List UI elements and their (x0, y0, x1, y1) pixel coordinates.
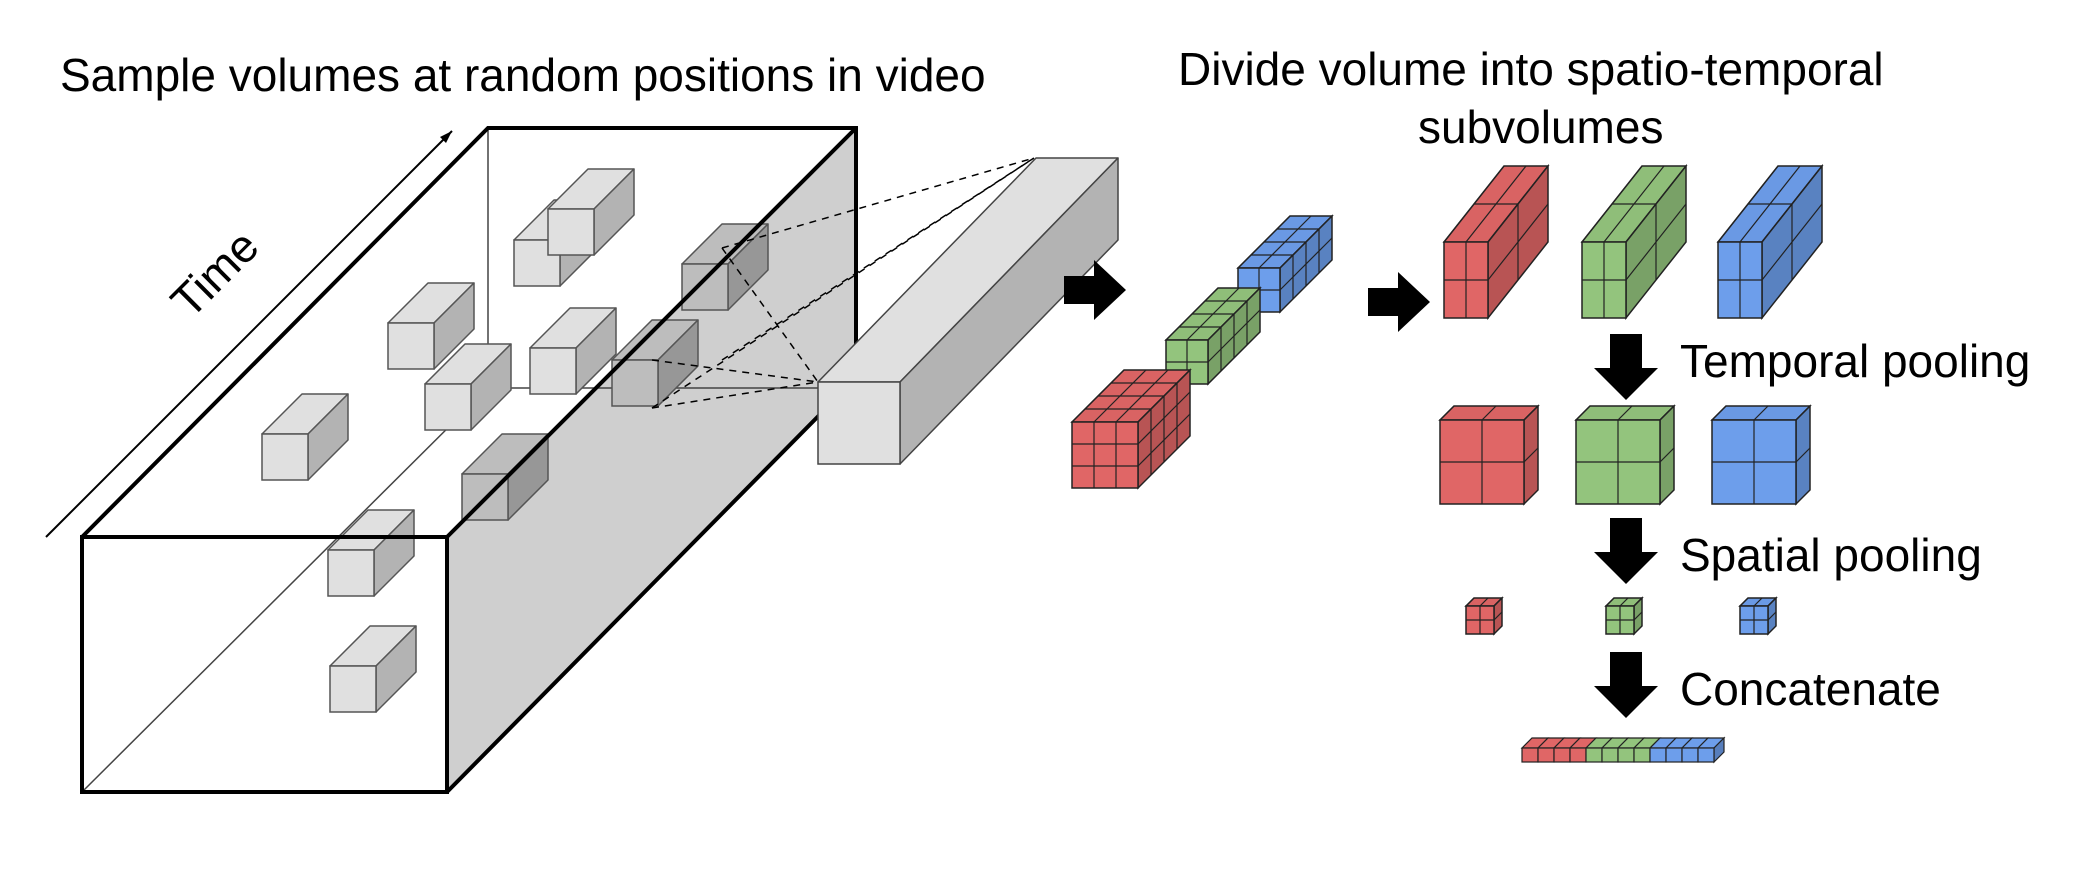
arrow-concatenate (1594, 652, 1658, 718)
sampled-cube (424, 343, 512, 431)
flow-arrows (1064, 260, 1658, 718)
sampled-cube (327, 509, 415, 597)
sampled-cube (547, 168, 635, 256)
sampled-cube (529, 307, 617, 395)
sampled-cube (681, 223, 769, 311)
label-temporal-pooling: Temporal pooling (1680, 335, 2031, 387)
sampled-cube (387, 282, 475, 370)
grid-segment-red (1070, 368, 1192, 490)
spatial-pooled-red (1464, 596, 1504, 636)
sampled-cubes (261, 168, 769, 713)
title-subvolumes: subvolumes (1418, 101, 1664, 153)
label-spatial-pooling: Spatial pooling (1680, 529, 1982, 581)
subvolume-red (1442, 163, 1550, 321)
extracted-volume (817, 157, 1119, 465)
projection-lines (651, 157, 1035, 409)
title-sample-volumes: Sample volumes at random positions in vi… (60, 49, 986, 101)
time-arrow (45, 130, 453, 538)
arrow-to-subvolumes (1368, 272, 1430, 332)
grid-segment-green (1164, 286, 1262, 386)
extracted-long-volume (817, 157, 1119, 465)
sampled-cube (329, 625, 417, 713)
label-concatenate: Concatenate (1680, 663, 1941, 715)
spatial-pooled-blue (1738, 596, 1778, 636)
arrow-to-grid (1064, 260, 1126, 320)
sampled-cube (261, 393, 349, 481)
subvolume-blue (1716, 163, 1824, 321)
arrow-spatial (1594, 518, 1658, 584)
subvolume-blocks (1070, 163, 1824, 764)
concatenated-vector (1520, 736, 1726, 764)
title-divide-volume: Divide volume into spatio-temporal (1178, 43, 1884, 95)
temporal-pooled-red (1438, 404, 1540, 506)
subvolume-green (1580, 163, 1688, 321)
arrow-temporal (1594, 334, 1658, 400)
video-volume-outline (80, 126, 858, 794)
temporal-pooled-green (1574, 404, 1676, 506)
temporal-pooled-blue (1710, 404, 1812, 506)
spatial-pooled-green (1604, 596, 1644, 636)
